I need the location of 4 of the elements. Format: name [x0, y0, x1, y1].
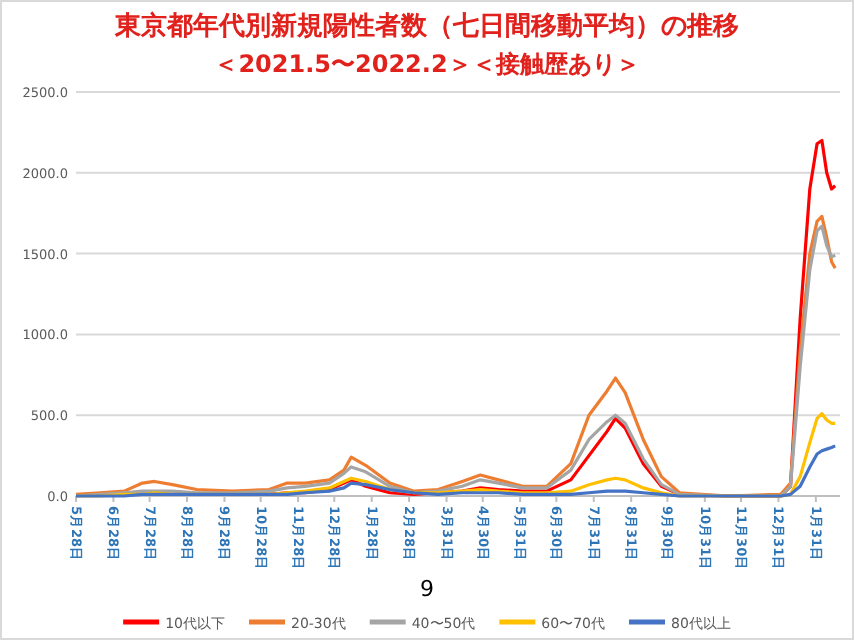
chart-subtitle: ＜2021.5〜2022.2＞＜接触歴あり＞ [214, 50, 640, 78]
text: 9 [420, 576, 434, 602]
chart-title: 東京都年代別新規陽性者数（七日間移動平均）の推移 [113, 10, 739, 42]
line-series [74, 444, 837, 498]
